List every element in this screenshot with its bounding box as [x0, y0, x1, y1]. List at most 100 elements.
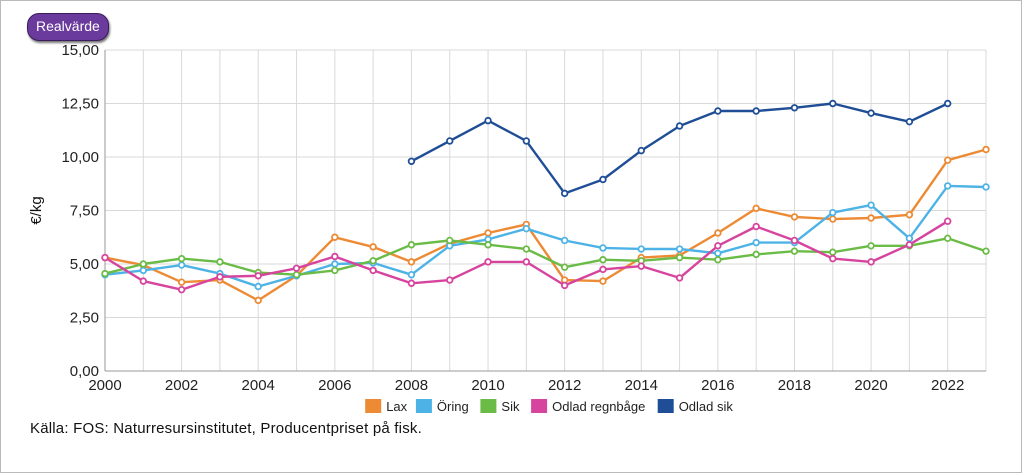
- data-point[interactable]: [560, 189, 569, 198]
- data-point[interactable]: [982, 183, 990, 191]
- data-point[interactable]: [292, 271, 301, 279]
- data-point[interactable]: [752, 238, 760, 247]
- data-point[interactable]: [867, 109, 875, 117]
- legend-label: Odlad regnbåge: [552, 399, 645, 414]
- data-point[interactable]: [101, 253, 109, 262]
- data-point[interactable]: [522, 258, 531, 266]
- data-point[interactable]: [216, 273, 224, 281]
- data-point[interactable]: [905, 241, 914, 249]
- data-point[interactable]: [101, 269, 109, 278]
- data-point[interactable]: [829, 208, 837, 217]
- data-point[interactable]: [867, 201, 875, 209]
- data-point[interactable]: [522, 224, 531, 233]
- data-point[interactable]: [637, 146, 645, 155]
- data-point[interactable]: [484, 116, 492, 125]
- data-point[interactable]: [599, 265, 607, 274]
- data-point[interactable]: [905, 117, 914, 126]
- data-point[interactable]: [560, 281, 569, 290]
- data-point[interactable]: [177, 254, 186, 263]
- data-point[interactable]: [714, 107, 722, 115]
- data-point[interactable]: [139, 266, 148, 275]
- data-point[interactable]: [177, 285, 186, 294]
- data-point[interactable]: [177, 261, 186, 269]
- data-point[interactable]: [599, 244, 607, 252]
- data-point[interactable]: [675, 274, 684, 282]
- data-point[interactable]: [829, 248, 837, 256]
- data-point[interactable]: [790, 104, 799, 112]
- data-point[interactable]: [637, 262, 645, 270]
- data-point[interactable]: [177, 278, 186, 286]
- data-point[interactable]: [522, 245, 531, 253]
- data-point[interactable]: [829, 254, 837, 263]
- data-point[interactable]: [714, 249, 722, 257]
- data-point[interactable]: [254, 272, 262, 280]
- data-point[interactable]: [331, 266, 339, 275]
- data-point[interactable]: [943, 217, 952, 225]
- data-point[interactable]: [752, 204, 760, 213]
- legend-item-odlad-regnbåge[interactable]: Odlad regnbåge: [531, 399, 645, 414]
- data-point[interactable]: [407, 271, 416, 279]
- data-point[interactable]: [139, 260, 148, 268]
- data-point[interactable]: [829, 99, 837, 108]
- data-point[interactable]: [139, 277, 148, 285]
- realvarde-button[interactable]: Realvärde: [27, 13, 109, 41]
- data-point[interactable]: [484, 258, 492, 266]
- data-point[interactable]: [484, 241, 492, 249]
- data-point[interactable]: [407, 258, 416, 266]
- data-point[interactable]: [943, 182, 952, 190]
- data-point[interactable]: [560, 263, 569, 271]
- data-point[interactable]: [675, 122, 684, 130]
- data-point[interactable]: [599, 277, 607, 285]
- data-point[interactable]: [407, 279, 416, 287]
- data-point[interactable]: [407, 157, 416, 165]
- data-point[interactable]: [905, 211, 914, 219]
- data-point[interactable]: [599, 175, 607, 184]
- data-point[interactable]: [407, 241, 416, 249]
- data-point[interactable]: [369, 257, 377, 265]
- data-point[interactable]: [752, 250, 760, 259]
- legend-swatch: [657, 399, 674, 413]
- legend-item-odlad-sik[interactable]: Odlad sik: [657, 399, 734, 414]
- legend-item-sik[interactable]: Sik: [480, 399, 520, 414]
- data-point[interactable]: [522, 137, 531, 145]
- data-point[interactable]: [560, 236, 569, 245]
- data-point[interactable]: [905, 234, 914, 243]
- data-point[interactable]: [867, 214, 875, 222]
- data-point[interactable]: [982, 145, 990, 154]
- legend-item-lax[interactable]: Lax: [365, 399, 408, 414]
- data-point[interactable]: [637, 245, 645, 253]
- y-tick-label: 2,50: [70, 310, 99, 327]
- data-point[interactable]: [752, 107, 760, 115]
- legend-item-öring[interactable]: Öring: [415, 399, 469, 414]
- data-point[interactable]: [599, 256, 607, 264]
- data-point[interactable]: [484, 229, 492, 237]
- data-point[interactable]: [369, 266, 377, 275]
- data-point[interactable]: [675, 253, 684, 262]
- data-point[interactable]: [331, 252, 339, 261]
- data-point[interactable]: [446, 276, 454, 284]
- data-point[interactable]: [292, 264, 301, 272]
- data-point[interactable]: [982, 247, 990, 255]
- data-point[interactable]: [446, 236, 454, 245]
- data-point[interactable]: [331, 260, 339, 268]
- data-point[interactable]: [829, 215, 837, 223]
- data-point[interactable]: [254, 296, 262, 305]
- data-point[interactable]: [254, 282, 262, 291]
- data-point[interactable]: [867, 258, 875, 266]
- data-point[interactable]: [446, 137, 454, 145]
- data-point[interactable]: [790, 236, 799, 245]
- data-point[interactable]: [752, 222, 760, 231]
- data-point[interactable]: [790, 247, 799, 255]
- data-point[interactable]: [714, 229, 722, 237]
- data-point[interactable]: [331, 233, 339, 241]
- data-point[interactable]: [216, 258, 224, 266]
- data-point[interactable]: [714, 256, 722, 264]
- data-point[interactable]: [714, 242, 722, 250]
- data-point[interactable]: [943, 234, 952, 243]
- data-point[interactable]: [790, 213, 799, 221]
- data-point[interactable]: [867, 242, 875, 250]
- data-point[interactable]: [369, 243, 377, 251]
- data-point[interactable]: [943, 156, 952, 164]
- data-point[interactable]: [943, 99, 952, 108]
- data-point[interactable]: [675, 245, 684, 253]
